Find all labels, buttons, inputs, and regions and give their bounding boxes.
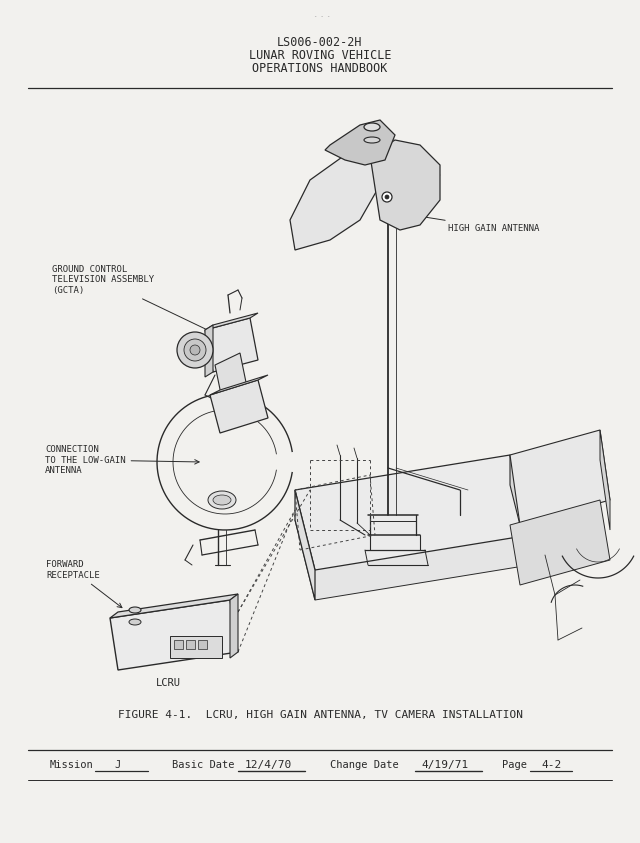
Text: Change Date: Change Date (330, 760, 399, 770)
Text: CONNECTION
TO THE LOW-GAIN
ANTENNA: CONNECTION TO THE LOW-GAIN ANTENNA (45, 445, 199, 475)
Polygon shape (510, 500, 610, 585)
Ellipse shape (213, 495, 231, 505)
Ellipse shape (208, 491, 236, 509)
Circle shape (382, 192, 392, 202)
Circle shape (385, 195, 389, 199)
Circle shape (177, 332, 213, 368)
Text: LCRU: LCRU (156, 678, 180, 688)
Text: Mission: Mission (50, 760, 93, 770)
Text: - - -: - - - (314, 14, 330, 19)
Polygon shape (210, 375, 268, 395)
Polygon shape (205, 325, 213, 377)
Circle shape (190, 345, 200, 355)
Polygon shape (215, 353, 248, 404)
Bar (198, 640, 207, 649)
Circle shape (184, 339, 206, 361)
Polygon shape (110, 600, 238, 670)
Text: GROUND CONTROL
TELEVISION ASSEMBLY
(GCTA): GROUND CONTROL TELEVISION ASSEMBLY (GCTA… (52, 265, 214, 334)
Text: Page: Page (502, 760, 527, 770)
Text: 4-2: 4-2 (542, 760, 562, 770)
Polygon shape (230, 594, 238, 658)
Text: LUNAR ROVING VEHICLE: LUNAR ROVING VEHICLE (249, 49, 391, 62)
Text: FORWARD
RECEPTACLE: FORWARD RECEPTACLE (46, 561, 122, 608)
Ellipse shape (129, 607, 141, 613)
Polygon shape (325, 120, 395, 165)
Polygon shape (510, 430, 610, 525)
Polygon shape (370, 140, 440, 230)
Polygon shape (205, 313, 258, 330)
Polygon shape (110, 594, 238, 618)
Text: OPERATIONS HANDBOOK: OPERATIONS HANDBOOK (252, 62, 388, 75)
Text: HIGH GAIN ANTENNA: HIGH GAIN ANTENNA (397, 211, 540, 233)
Polygon shape (290, 155, 380, 250)
Polygon shape (600, 430, 610, 530)
Polygon shape (295, 490, 315, 600)
Bar (174, 640, 183, 649)
Ellipse shape (129, 619, 141, 625)
Text: 12/4/70: 12/4/70 (244, 760, 292, 770)
Text: J: J (115, 760, 121, 770)
Polygon shape (205, 318, 258, 372)
Bar (186, 640, 195, 649)
Text: Basic Date: Basic Date (172, 760, 234, 770)
Polygon shape (510, 455, 530, 565)
Text: LS006-002-2H: LS006-002-2H (277, 36, 363, 49)
Bar (170, 636, 222, 658)
Polygon shape (295, 455, 530, 570)
Text: FIGURE 4-1.  LCRU, HIGH GAIN ANTENNA, TV CAMERA INSTALLATION: FIGURE 4-1. LCRU, HIGH GAIN ANTENNA, TV … (118, 710, 522, 720)
Ellipse shape (364, 123, 380, 131)
Ellipse shape (364, 137, 380, 143)
Text: 4/19/71: 4/19/71 (421, 760, 468, 770)
Polygon shape (295, 485, 530, 600)
Polygon shape (210, 380, 268, 433)
